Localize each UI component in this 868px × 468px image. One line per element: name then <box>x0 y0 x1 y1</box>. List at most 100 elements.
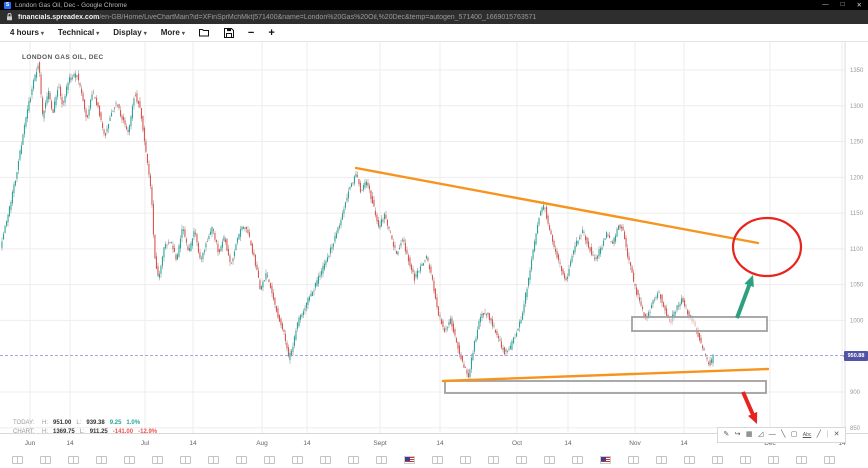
candle-bodies <box>1 62 714 378</box>
bullish-arrow <box>735 275 754 319</box>
window-taskbar-icon[interactable] <box>208 456 219 464</box>
window-taskbar-icon[interactable] <box>264 456 275 464</box>
time-axis-label: Jul <box>140 440 150 447</box>
window-taskbar-icon[interactable] <box>432 456 443 464</box>
pointer-arrow <box>741 391 758 424</box>
window-taskbar-icon[interactable] <box>68 456 79 464</box>
down-candles <box>39 62 711 378</box>
window-taskbar-icon[interactable] <box>124 456 135 464</box>
chevron-down-icon: ▾ <box>181 31 185 37</box>
url-domain: financials.spreadex.com <box>18 13 100 21</box>
draw-curve-icon[interactable]: ↪ <box>734 431 741 438</box>
chart-legend: TODAY: H: 951.00 L: 939.38 9.25 1.0% CHART: H: 1… <box>13 419 162 437</box>
close-icon[interactable]: ✕ <box>833 431 840 438</box>
candle-wick-path <box>1 61 714 381</box>
window-taskbar-icon[interactable] <box>12 456 23 464</box>
more-menu[interactable]: More ▾ <box>160 28 185 37</box>
resistance-zone-box[interactable] <box>631 316 768 332</box>
minimize-button[interactable]: — <box>822 1 829 8</box>
window-taskbar-icon[interactable] <box>544 456 555 464</box>
window-taskbar-icon[interactable] <box>152 456 163 464</box>
support-zone-box[interactable] <box>444 380 767 394</box>
chart-toolbar: 4 hours ▾ Technical ▾ Display ▾ More ▾ − + <box>0 24 868 42</box>
url-text[interactable]: financials.spreadex.com/en-GB/Home/LiveC… <box>18 14 536 21</box>
time-axis-label: 14 <box>436 440 444 447</box>
window-taskbar-icon[interactable] <box>292 456 303 464</box>
close-button[interactable]: ✕ <box>856 2 862 9</box>
open-folder-icon[interactable] <box>198 28 210 37</box>
time-axis-label: Sept <box>373 440 387 447</box>
window-taskbar-icon[interactable] <box>796 456 807 464</box>
window-taskbar-icon[interactable] <box>460 456 471 464</box>
technical-menu[interactable]: Technical ▾ <box>57 28 100 37</box>
window-taskbar-icon[interactable] <box>236 456 247 464</box>
draw-text-icon[interactable]: Abc <box>802 432 812 438</box>
breakout-highlight-circle[interactable] <box>731 216 803 278</box>
price-axis-label: 1100 <box>850 247 864 253</box>
zoom-out-button[interactable]: − <box>247 26 255 39</box>
us-flag-taskbar-icon[interactable] <box>404 456 415 464</box>
toolbar-separator: | <box>826 431 829 438</box>
draw-line-icon[interactable]: ╱ <box>816 431 821 438</box>
draw-trendline-icon[interactable]: ╲ <box>781 431 786 438</box>
lower-trendline[interactable] <box>441 367 770 383</box>
window-taskbar-icon[interactable] <box>376 456 387 464</box>
price-axis-label: 900 <box>850 390 861 396</box>
upper-trendline[interactable] <box>354 166 760 245</box>
draw-channel-icon[interactable]: ◿ <box>757 431 764 438</box>
maximize-button[interactable]: □ <box>840 1 845 8</box>
window-taskbar-icon[interactable] <box>180 456 191 464</box>
window-taskbar-icon[interactable] <box>656 456 667 464</box>
window-taskbar-icon[interactable] <box>824 456 835 464</box>
price-axis-label: 1300 <box>850 104 864 110</box>
time-axis-label: 14 <box>680 440 688 447</box>
window-taskbar-icon[interactable] <box>320 456 331 464</box>
price-axis-label: 1150 <box>850 211 864 217</box>
candle-wicks <box>1 61 714 381</box>
price-axis-label: 850 <box>850 426 861 432</box>
candlestick-chart-canvas[interactable]: 1350 1300 1250 1200 1150 1100 1050 1000 900 850 <box>0 42 868 433</box>
drawing-tools-toolbar[interactable]: ✎ ↪ ▦ ◿ — ╲ ▢ Abc ╱ | ✕ <box>717 427 846 443</box>
window-taskbar-icon[interactable] <box>712 456 723 464</box>
draw-grid-icon[interactable]: ▦ <box>745 431 753 438</box>
taskbar <box>0 452 868 468</box>
window-taskbar-icon[interactable] <box>348 456 359 464</box>
time-axis-label: 14 <box>189 440 197 447</box>
current-price-badge: 950.88 <box>843 351 868 361</box>
up-candles <box>1 65 714 377</box>
price-axis-label: 1250 <box>850 140 864 146</box>
window-taskbar-icon[interactable] <box>768 456 779 464</box>
draw-rect-icon[interactable]: ▢ <box>790 431 798 438</box>
window-taskbar-icon[interactable] <box>684 456 695 464</box>
window-taskbar-icon[interactable] <box>572 456 583 464</box>
time-axis-label: 14 <box>303 440 311 447</box>
time-axis-label: Oct <box>511 440 523 447</box>
timeframe-dropdown[interactable]: 4 hours ▾ <box>10 28 44 37</box>
window-taskbar-icon[interactable] <box>740 456 751 464</box>
time-axis-label: Jun <box>24 440 36 447</box>
price-axis-label: 1200 <box>850 175 864 181</box>
time-axis-label: Aug <box>256 440 268 447</box>
window-taskbar-icon[interactable] <box>40 456 51 464</box>
price-axis-label: 1350 <box>850 68 864 74</box>
time-axis-label: Nov <box>629 440 641 447</box>
chevron-down-icon: ▾ <box>143 31 147 37</box>
address-bar[interactable]: financials.spreadex.com/en-GB/Home/LiveC… <box>0 10 868 24</box>
instrument-label: LONDON GAS OIL, DEC <box>22 54 104 61</box>
chevron-down-icon: ▾ <box>96 31 100 37</box>
window-taskbar-icon[interactable] <box>488 456 499 464</box>
browser-titlebar: S London Gas Oil, Dec - Google Chrome — … <box>0 0 868 10</box>
window-taskbar-icon[interactable] <box>628 456 639 464</box>
url-path: /en-GB/Home/LiveChartMain?id=XFinSprMchM… <box>99 13 537 21</box>
window-taskbar-icon[interactable] <box>96 456 107 464</box>
draw-pen-icon[interactable]: ✎ <box>723 431 730 438</box>
price-chart[interactable]: 1350 1300 1250 1200 1150 1100 1050 1000 900 850 L… <box>0 42 868 443</box>
window-taskbar-icon[interactable] <box>516 456 527 464</box>
price-axis-label: 1050 <box>850 283 864 289</box>
zoom-in-button[interactable]: + <box>268 26 275 39</box>
save-icon[interactable] <box>223 27 234 38</box>
legend-chart-row: CHART: H: 1369.75 L: 911.25 -141.00 -12.9% <box>13 429 158 435</box>
display-menu[interactable]: Display ▾ <box>113 28 147 37</box>
draw-hline-icon[interactable]: — <box>768 431 776 438</box>
us-flag-taskbar-icon[interactable] <box>600 456 611 464</box>
